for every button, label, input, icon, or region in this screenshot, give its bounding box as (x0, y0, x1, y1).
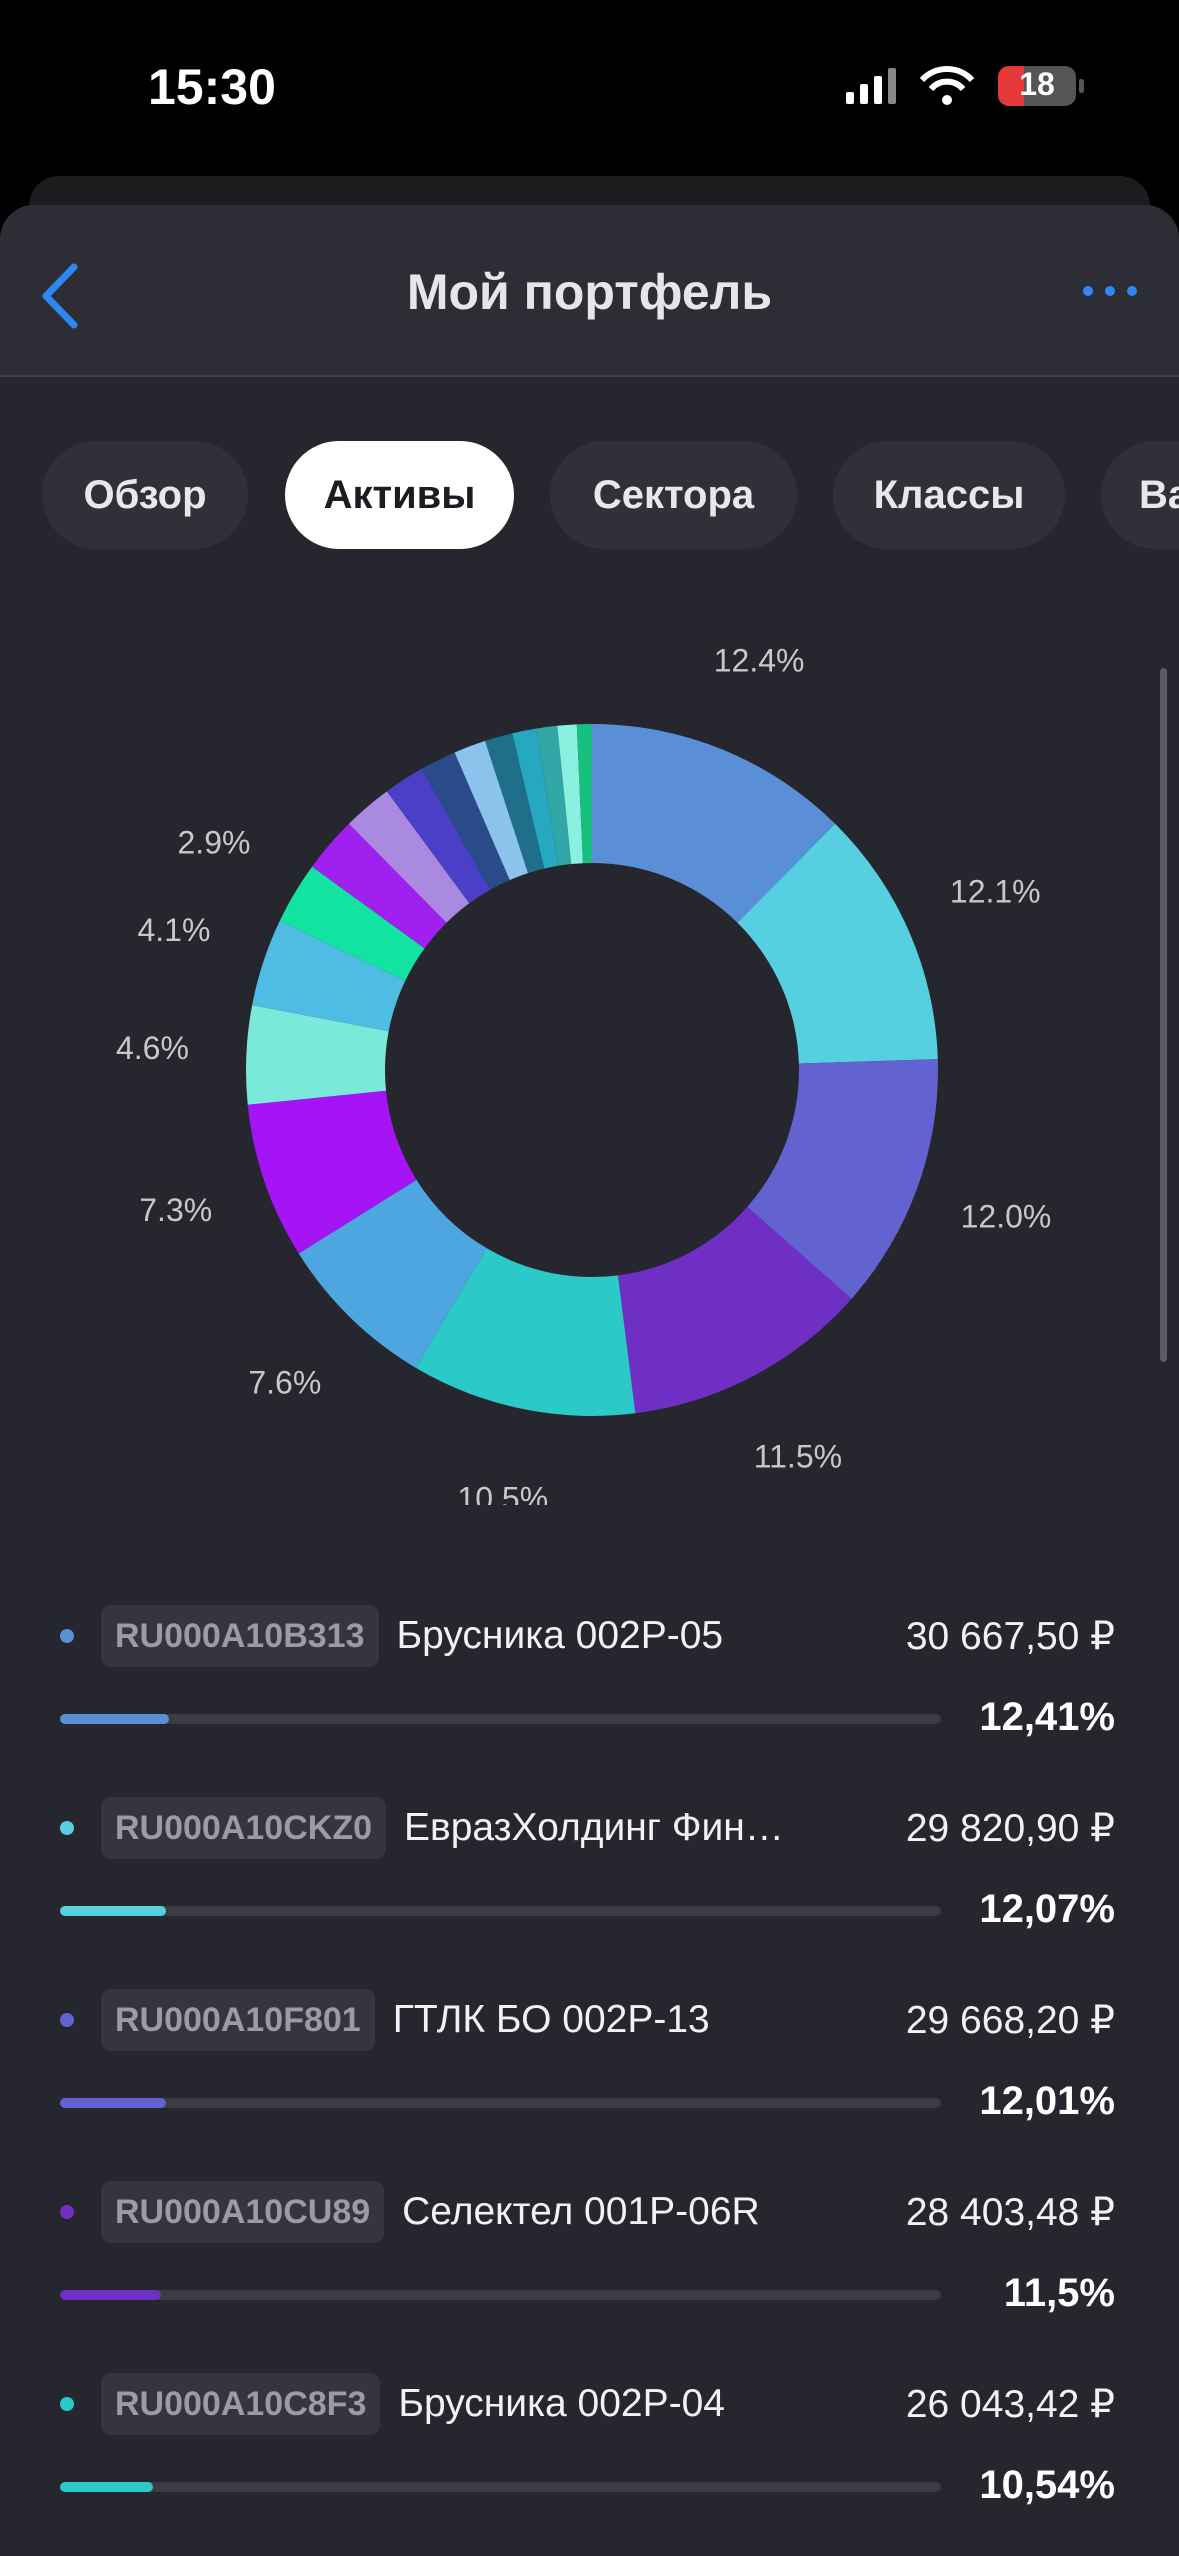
donut-slice (557, 724, 583, 865)
isin-code: RU000A10B313 (101, 1605, 379, 1667)
color-dot (60, 2397, 74, 2411)
isin-code: RU000A10CKZ0 (101, 1797, 386, 1859)
share-track (60, 1714, 941, 1724)
slice-label: 12.4% (714, 642, 805, 678)
holding-name: Брусника 002Р-05 (396, 1614, 724, 1657)
donut-slice (512, 728, 559, 869)
share-track (60, 1906, 941, 1916)
slice-label: 4.1% (137, 912, 210, 948)
slice-label: 11.5% (754, 1438, 842, 1474)
slice-label: 2.9% (178, 824, 251, 860)
donut-slice (485, 733, 545, 874)
donut-slice (576, 724, 592, 864)
holding-name: ГТЛК БО 002P-13 (392, 1998, 710, 2041)
tab[interactable]: Сектора (550, 441, 797, 549)
color-dot (60, 2205, 74, 2219)
holding-header: RU000A10C8F3 Брусника 002Р-04 26 043,42 ₽ (60, 2373, 1115, 2435)
donut-slice (747, 1059, 939, 1299)
nav-bar: Мой портфель (0, 205, 1179, 377)
holding-price: 29 668,20 ₽ (905, 1998, 1115, 2042)
slice-label: 12.1% (950, 873, 1041, 909)
tab[interactable]: Классы (833, 441, 1065, 549)
slice-label: 12.0% (961, 1198, 1052, 1234)
donut-slice (312, 823, 447, 949)
donut-slice (421, 752, 510, 890)
share-percent: 10,54% (979, 2463, 1115, 2507)
share-bar (60, 1714, 170, 1724)
tab[interactable]: Обзор (42, 441, 248, 549)
scrollbar (1160, 668, 1167, 1362)
donut-slice (245, 1005, 389, 1105)
donut-slice (252, 920, 406, 1032)
status-time: 15:30 (148, 59, 276, 115)
holding-price: 28 403,48 ₽ (905, 2190, 1115, 2234)
donut-slice (247, 1090, 417, 1254)
color-dot (60, 1821, 74, 1835)
share-track (60, 2290, 941, 2300)
donut-slice (298, 1179, 487, 1368)
holding-price: 29 820,90 ₽ (905, 1806, 1115, 1850)
share-percent: 12,07% (979, 1887, 1115, 1931)
color-dot (60, 1629, 74, 1643)
holding-name: Брусника 002Р-04 (398, 2382, 725, 2425)
holding-header: RU000A10CU89 Селектел 001P-06R 28 403,48 ₽ (60, 2181, 1115, 2243)
holding-header: RU000A10F801 ГТЛК БО 002P-13 29 668,20 ₽ (60, 1989, 1115, 2051)
share-percent: 12,01% (979, 2079, 1115, 2123)
more-button[interactable] (1080, 283, 1144, 299)
isin-code: RU000A10CU89 (101, 2181, 385, 2243)
share-bar (60, 1906, 167, 1916)
donut-slice (415, 1248, 636, 1416)
holding-name: ЕвразХолдинг Фин… (404, 1806, 784, 1849)
holding-header: RU000A10CKZ0 ЕвразХолдинг Фин… 29 820,90 ₽ (60, 1797, 1115, 1859)
share-bar (60, 2482, 153, 2492)
tab[interactable]: Активы (285, 441, 514, 549)
battery-level: 18 (1019, 66, 1055, 102)
slice-label: 7.3% (139, 1192, 212, 1228)
holding-price: 26 043,42 ₽ (905, 2382, 1115, 2426)
isin-code: RU000A10C8F3 (101, 2373, 381, 2435)
slice-label: 10.5% (457, 1480, 548, 1505)
page-title: Мой портфель (406, 264, 773, 320)
holding-row[interactable]: RU000A10F801 ГТЛК БО 002P-13 29 668,20 ₽ 12… (60, 1989, 1115, 2139)
donut-slice (592, 724, 836, 923)
isin-code: RU000A10F801 (101, 1989, 375, 2051)
holding-name: Селектел 001P-06R (402, 2190, 760, 2233)
status-icons (846, 66, 1084, 106)
share-percent: 11,5% (1003, 2271, 1115, 2315)
share-percent: 12,41% (979, 1695, 1115, 1739)
holding-price: 30 667,50 ₽ (905, 1614, 1115, 1658)
holding-row[interactable]: RU000A10B313 Брусника 002Р-05 30 667,50 ₽ 1… (60, 1605, 1115, 1755)
back-button[interactable] (36, 261, 86, 331)
holding-row[interactable]: RU000A10C8F3 Брусника 002Р-04 26 043,42 ₽ 1… (60, 2373, 1115, 2523)
donut-slice (617, 1206, 852, 1414)
tab[interactable]: Ва (1101, 441, 1179, 549)
share-track (60, 2098, 941, 2108)
donut-slice (454, 740, 529, 881)
donut-slice (737, 823, 938, 1064)
holding-header: RU000A10B313 Брусника 002Р-05 30 667,50 ₽ (60, 1605, 1115, 1667)
share-bar (60, 2098, 166, 2108)
donut-slice (535, 725, 572, 866)
holding-row[interactable]: RU000A10CU89 Селектел 001P-06R 28 403,48 ₽… (60, 2181, 1115, 2331)
slice-label: 7.6% (248, 1364, 321, 1400)
share-track (60, 2482, 941, 2492)
donut-slice (279, 866, 425, 981)
holding-row[interactable]: RU000A10CKZ0 ЕвразХолдинг Фин… 29 820,90 ₽… (60, 1797, 1115, 1947)
slice-label: 4.6% (116, 1030, 189, 1066)
share-bar (60, 2290, 162, 2300)
donut-chart: 12.4% 12.1% 12.0% 11.5% 10.5% 7.6% 7.3% 4.6% 4.1… (116, 642, 1052, 1505)
portfolio-sheet: Мой портфель ОбзорАктивыСектораКлассыВа … (0, 205, 1179, 2556)
donut-slice (348, 791, 470, 923)
donut-slice (386, 768, 491, 904)
color-dot (60, 2013, 74, 2027)
